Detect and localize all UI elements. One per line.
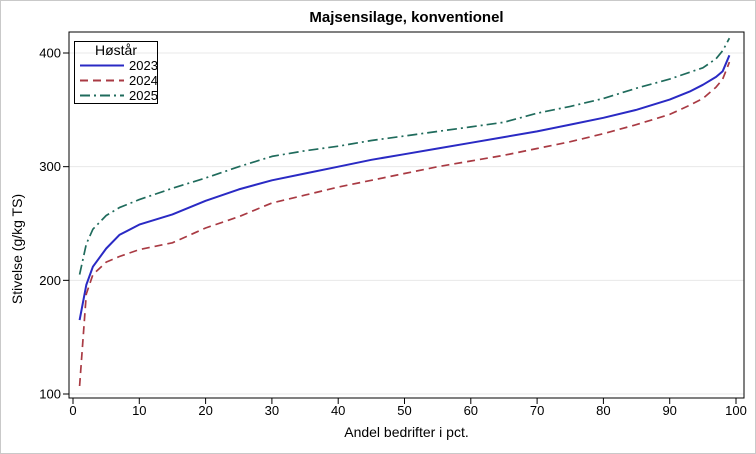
line-sample-2023-icon (80, 64, 124, 67)
y-tick-label-300: 300 (39, 159, 61, 174)
x-tick-label-0: 0 (69, 403, 76, 418)
series-line-2024 (78, 61, 731, 387)
plot-border (68, 31, 745, 399)
chart-title: Majsensilage, konventionel (309, 9, 504, 26)
x-tick-label-20: 20 (198, 403, 212, 418)
line-sample-2025-icon (80, 94, 124, 97)
legend-entry-2025: 2025 (79, 88, 158, 103)
x-tick-label-40: 40 (331, 403, 345, 418)
x-tick-label-70: 70 (530, 403, 544, 418)
line-sample-2024-icon (80, 79, 124, 82)
x-tick-label-90: 90 (662, 403, 676, 418)
x-axis-title: Andel bedrifter i pct. (344, 424, 469, 440)
y-tick-label-100: 100 (39, 387, 61, 402)
y-tick-label-200: 200 (39, 273, 61, 288)
legend-entry-2024: 2024 (79, 73, 158, 88)
legend-entry-2023: 2023 (79, 58, 158, 73)
x-tick-label-10: 10 (132, 403, 146, 418)
legend: Høstår 2023 2024 2025 (74, 41, 158, 104)
series-line-2023 (78, 54, 731, 321)
legend-label-2023: 2023 (129, 58, 158, 73)
x-tick-label-80: 80 (596, 403, 610, 418)
legend-label-2024: 2024 (129, 73, 158, 88)
x-tick-label-50: 50 (397, 403, 411, 418)
y-tick-label-400: 400 (39, 46, 61, 61)
x-tick-label-100: 100 (725, 403, 747, 418)
x-tick-label-30: 30 (265, 403, 279, 418)
x-tick-label-60: 60 (464, 403, 478, 418)
legend-label-2025: 2025 (129, 88, 158, 103)
legend-title: Høstår (95, 42, 137, 58)
series-line-2025 (78, 37, 731, 275)
